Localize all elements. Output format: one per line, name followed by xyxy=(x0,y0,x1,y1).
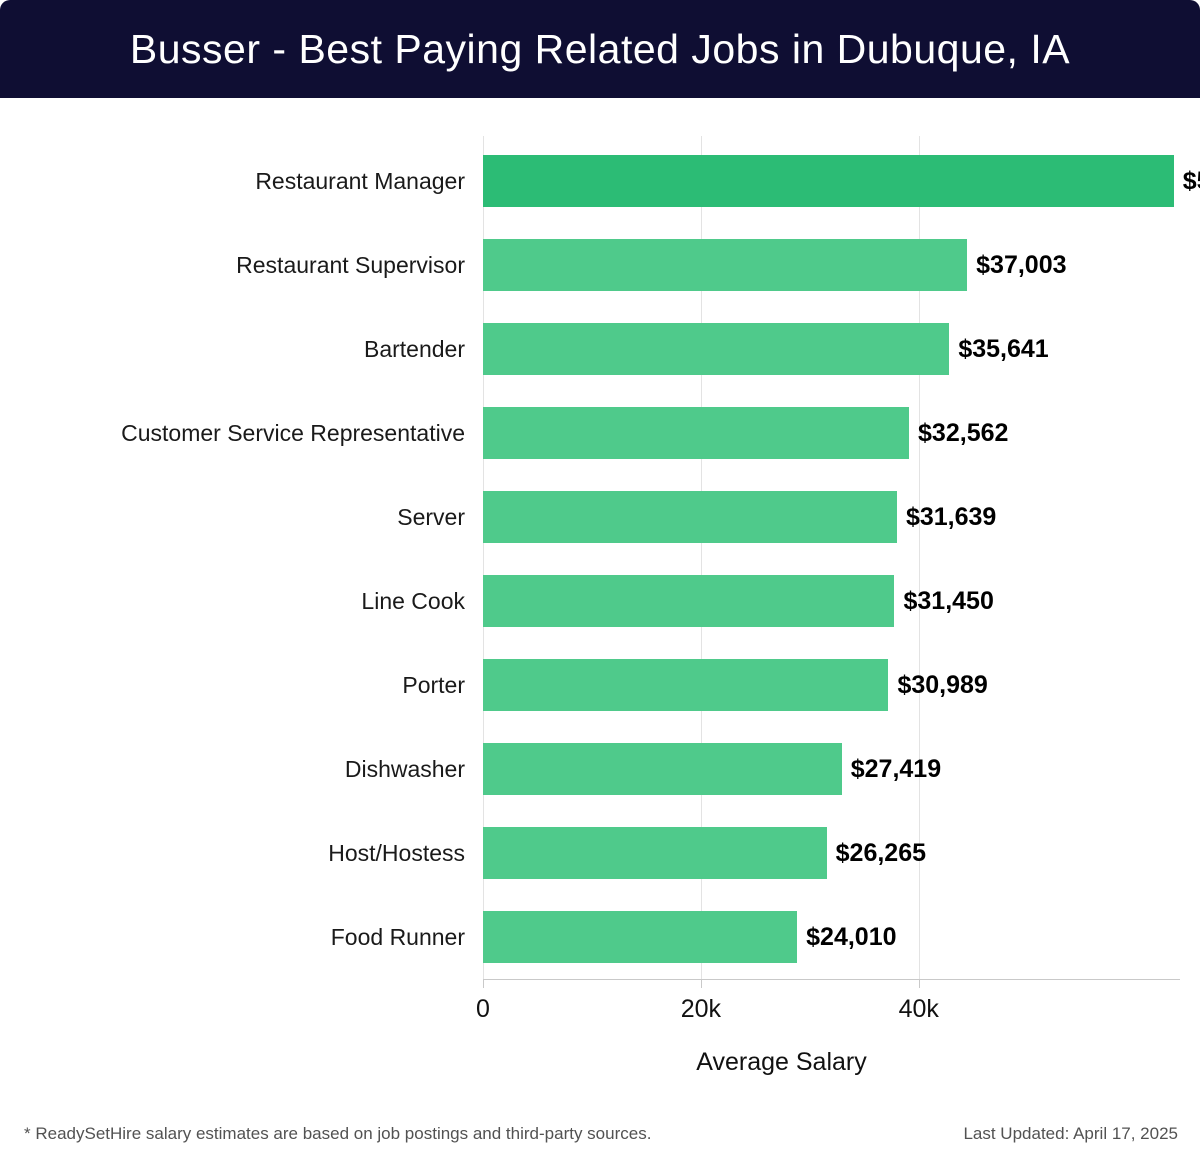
source-note: * ReadySetHire salary estimates are base… xyxy=(24,1124,652,1143)
bar-row-food-runner: $24,010 xyxy=(483,895,1200,979)
category-label-dishwasher: Dishwasher xyxy=(344,755,465,782)
category-label-restaurant-manager: Restaurant Manager xyxy=(255,167,465,194)
tick-mark-40k xyxy=(918,979,920,988)
category-label-bartender: Bartender xyxy=(363,335,465,362)
bar-server xyxy=(483,491,897,543)
bar-host-hostess xyxy=(483,827,827,879)
gridline-20k xyxy=(700,136,702,979)
bar-bartender xyxy=(483,323,950,375)
tick-label-0: 0 xyxy=(476,995,490,1023)
bar-restaurant-manager xyxy=(483,155,1174,207)
bar-value-food-runner: $24,010 xyxy=(806,922,897,951)
bar-value-bartender: $35,641 xyxy=(958,334,1049,363)
bar-food-runner xyxy=(483,911,798,963)
bar-restaurant-supervisor xyxy=(483,239,968,291)
chart-title: Busser - Best Paying Related Jobs in Dub… xyxy=(129,25,1071,72)
x-axis-line xyxy=(483,979,1180,980)
category-labels: Restaurant Manager Restaurant Supervisor B… xyxy=(0,139,465,979)
category-label-server: Server xyxy=(397,503,465,530)
plot-area: $52,796 $37,003 $35,641 $32,562 $31,639 $31,4… xyxy=(483,136,1200,979)
bar-row-host-hostess: $26,265 xyxy=(483,811,1200,895)
chart-header: Busser - Best Paying Related Jobs in Dub… xyxy=(0,0,1200,98)
bar-row-bartender: $35,641 xyxy=(483,307,1200,391)
bar-value-host-hostess: $26,265 xyxy=(835,838,927,867)
bar-porter xyxy=(483,659,889,711)
last-updated: Last Updated: April 17, 2025 xyxy=(963,1124,1178,1143)
tick-mark-20k xyxy=(700,979,702,988)
bar-row-porter: $30,989 xyxy=(483,643,1200,727)
chart-footer: * ReadySetHire salary estimates are base… xyxy=(24,1124,1178,1144)
bar-row-customer-service-representative: $32,562 xyxy=(483,391,1200,475)
category-label-restaurant-supervisor: Restaurant Supervisor xyxy=(236,251,465,278)
bar-row-restaurant-supervisor: $37,003 xyxy=(483,223,1200,307)
tick-label-20k: 20k xyxy=(680,995,722,1023)
bar-row-restaurant-manager: $52,796 xyxy=(483,139,1200,223)
category-label-customer-service-representative: Customer Service Representative xyxy=(121,419,465,446)
bar-value-porter: $30,989 xyxy=(897,670,988,699)
x-axis-title: Average Salary xyxy=(696,1048,867,1076)
bar-value-restaurant-manager: $52,796 xyxy=(1182,166,1200,195)
gridline-0 xyxy=(483,136,484,979)
bar-value-restaurant-supervisor: $37,003 xyxy=(976,250,1067,279)
tick-label-40k: 40k xyxy=(898,995,939,1023)
gridline-40k xyxy=(918,136,920,979)
tick-mark-0 xyxy=(483,979,484,988)
bar-dishwasher xyxy=(483,743,842,795)
bar-value-line-cook: $31,450 xyxy=(903,586,994,615)
bar-chart: Restaurant Manager Restaurant Supervisor B… xyxy=(0,98,1200,1158)
bar-row-line-cook: $31,450 xyxy=(483,559,1200,643)
category-label-host-hostess: Host/Hostess xyxy=(328,839,465,866)
category-label-food-runner: Food Runner xyxy=(330,923,465,950)
bar-row-server: $31,639 xyxy=(483,475,1200,559)
category-label-line-cook: Line Cook xyxy=(361,587,465,614)
bar-value-server: $31,639 xyxy=(905,502,997,531)
bar-value-customer-service-representative: $32,562 xyxy=(918,418,1009,447)
bar-value-dishwasher: $27,419 xyxy=(850,754,942,783)
bar-line-cook xyxy=(483,575,895,627)
bar-customer-service-representative xyxy=(483,407,910,459)
category-label-porter: Porter xyxy=(402,671,465,698)
bar-row-dishwasher: $27,419 xyxy=(483,727,1200,811)
